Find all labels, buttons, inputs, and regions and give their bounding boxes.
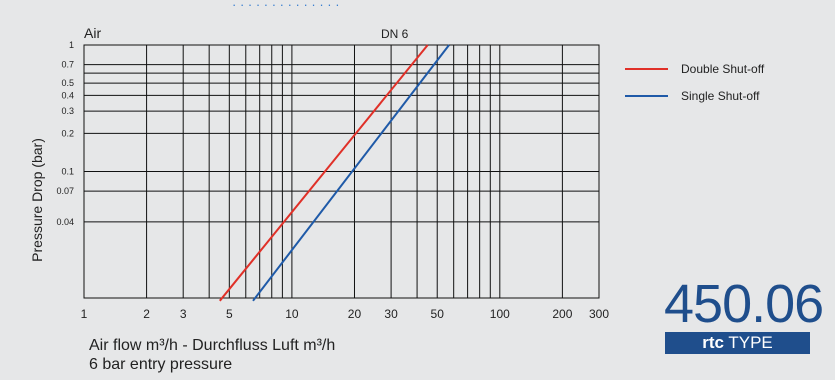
y-tick-label: 0.3 <box>61 106 74 116</box>
x-tick-labels: 1 2 3 5 10 20 30 50 100 200 300 <box>81 307 610 321</box>
x-tick-label: 3 <box>180 307 187 321</box>
y-tick-labels: 1 0.7 0.5 0.4 0.3 0.2 0.1 0.07 0.04 <box>56 40 74 227</box>
y-tick-label: 1 <box>69 40 74 50</box>
x-tick-label: 200 <box>552 307 572 321</box>
dn-annotation: DN 6 <box>381 27 409 41</box>
y-tick-label: 0.1 <box>61 167 74 177</box>
chart-series <box>219 44 450 302</box>
y-tick-label: 0.7 <box>61 60 74 70</box>
y-tick-label: 0.2 <box>61 128 74 138</box>
x-tick-label: 2 <box>143 307 150 321</box>
y-tick-label: 0.04 <box>56 217 74 227</box>
type-label: TYPE <box>728 333 773 352</box>
x-tick-label: 100 <box>490 307 510 321</box>
y-tick-label: 0.4 <box>61 90 74 100</box>
y-tick-label: 0.07 <box>56 186 74 196</box>
x-axis-label: Air flow m³/h - Durchfluss Luft m³/h <box>89 337 336 354</box>
x-tick-label: 10 <box>285 307 299 321</box>
rtc-logo: rtc <box>702 333 724 352</box>
cropped-header-text: · · · · · · · · · · · · · · <box>232 0 340 8</box>
entry-pressure-note: 6 bar entry pressure <box>89 356 233 373</box>
series-line <box>219 44 429 302</box>
x-tick-label: 30 <box>384 307 398 321</box>
chart-legend: Double Shut-off Single Shut-off <box>625 62 765 103</box>
x-tick-label: 1 <box>81 307 88 321</box>
chart-title: Air <box>84 25 101 41</box>
brand-type-badge: rtc TYPE <box>665 332 810 354</box>
y-tick-label: 0.5 <box>61 78 74 88</box>
x-tick-label: 20 <box>348 307 362 321</box>
x-tick-label: 300 <box>589 307 609 321</box>
product-number: 450.06 <box>664 274 824 334</box>
legend-label: Single Shut-off <box>681 89 760 103</box>
legend-label: Double Shut-off <box>681 62 765 76</box>
chart-grid <box>83 44 600 299</box>
y-axis-label: Pressure Drop (bar) <box>29 138 45 262</box>
x-tick-label: 5 <box>226 307 233 321</box>
x-tick-label: 50 <box>431 307 445 321</box>
series-line <box>252 44 450 302</box>
